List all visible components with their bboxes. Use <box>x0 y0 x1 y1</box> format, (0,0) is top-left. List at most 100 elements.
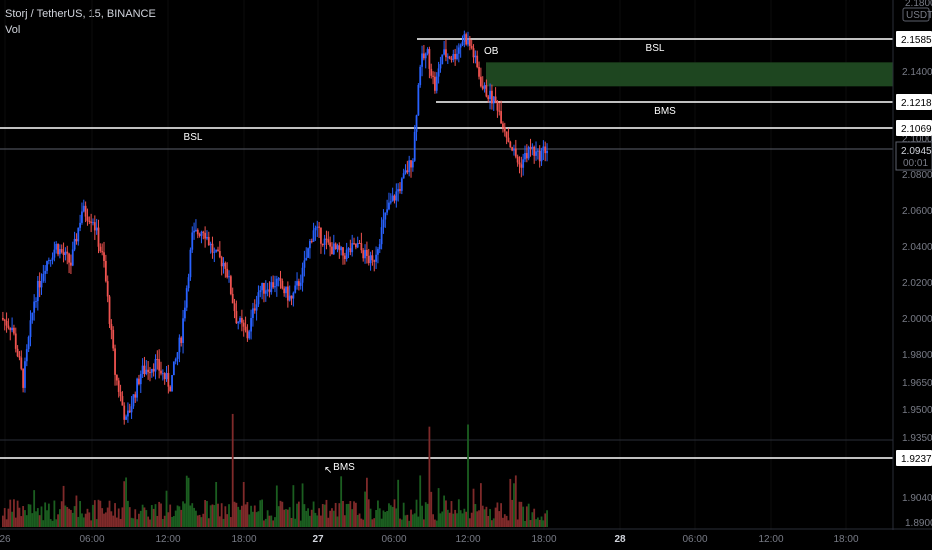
candle[interactable] <box>419 66 422 85</box>
candle[interactable] <box>198 234 201 236</box>
candle[interactable] <box>511 147 514 151</box>
candle[interactable] <box>437 68 440 77</box>
candle[interactable] <box>92 222 94 224</box>
candle[interactable] <box>127 410 129 417</box>
candle[interactable] <box>417 84 420 116</box>
candle[interactable] <box>461 41 464 46</box>
candle[interactable] <box>68 253 70 263</box>
candle[interactable] <box>263 282 265 294</box>
candle[interactable] <box>538 150 541 162</box>
candle[interactable] <box>172 361 175 376</box>
candle[interactable] <box>494 96 497 102</box>
candle[interactable] <box>16 348 19 357</box>
candle[interactable] <box>93 222 96 231</box>
candle[interactable] <box>268 289 271 293</box>
candle[interactable] <box>452 54 455 60</box>
candle[interactable] <box>446 56 449 58</box>
candle[interactable] <box>240 317 243 323</box>
candle[interactable] <box>378 244 381 250</box>
candle[interactable] <box>246 330 249 339</box>
candle[interactable] <box>11 327 13 331</box>
candle[interactable] <box>527 147 530 159</box>
candle[interactable] <box>369 255 372 264</box>
candle[interactable] <box>386 209 389 213</box>
candle[interactable] <box>421 53 423 67</box>
candle[interactable] <box>513 148 515 151</box>
candle[interactable] <box>496 101 499 111</box>
candle[interactable] <box>266 289 269 291</box>
candle[interactable] <box>134 394 137 398</box>
candle[interactable] <box>408 160 411 173</box>
candle[interactable] <box>237 322 240 324</box>
candle[interactable] <box>367 255 370 264</box>
candle[interactable] <box>106 281 109 297</box>
candle[interactable] <box>55 243 58 250</box>
candle[interactable] <box>152 368 155 372</box>
candle[interactable] <box>393 195 396 201</box>
candle[interactable] <box>136 378 139 398</box>
candle[interactable] <box>422 53 425 59</box>
candle[interactable] <box>51 257 54 260</box>
candle[interactable] <box>411 160 414 168</box>
candle[interactable] <box>2 318 4 320</box>
candle[interactable] <box>233 303 236 312</box>
candle[interactable] <box>7 325 10 328</box>
candle[interactable] <box>502 123 504 128</box>
candle[interactable] <box>104 260 107 282</box>
candle[interactable] <box>391 195 394 202</box>
candle[interactable] <box>242 322 245 327</box>
candle[interactable] <box>187 277 190 289</box>
candle[interactable] <box>81 211 83 223</box>
candle[interactable] <box>66 251 69 254</box>
candle[interactable] <box>380 227 383 245</box>
candle[interactable] <box>158 359 161 371</box>
candle[interactable] <box>524 153 526 160</box>
candle[interactable] <box>360 243 363 251</box>
candle[interactable] <box>165 372 168 380</box>
candle[interactable] <box>274 286 276 288</box>
candle[interactable] <box>215 249 218 252</box>
candle[interactable] <box>509 141 512 148</box>
candle[interactable] <box>399 189 401 191</box>
candle[interactable] <box>97 227 100 247</box>
candle[interactable] <box>29 320 32 338</box>
candle[interactable] <box>492 96 495 104</box>
candle[interactable] <box>305 257 308 261</box>
candle[interactable] <box>176 352 179 359</box>
candle[interactable] <box>489 90 491 100</box>
candle[interactable] <box>46 261 48 271</box>
candle[interactable] <box>161 373 164 375</box>
candle[interactable] <box>224 262 227 269</box>
candle[interactable] <box>239 317 241 323</box>
candle[interactable] <box>250 317 252 332</box>
candle[interactable] <box>44 270 47 274</box>
candle[interactable] <box>5 320 8 326</box>
candle[interactable] <box>366 249 368 256</box>
candle[interactable] <box>443 49 446 55</box>
candle[interactable] <box>75 238 78 242</box>
candle[interactable] <box>491 90 493 104</box>
candle[interactable] <box>112 329 115 349</box>
candle[interactable] <box>448 56 451 59</box>
candle[interactable] <box>288 295 291 301</box>
candle[interactable] <box>218 251 221 258</box>
candle[interactable] <box>31 312 34 321</box>
candle[interactable] <box>325 238 328 240</box>
candle[interactable] <box>320 227 322 244</box>
candle[interactable] <box>397 189 400 192</box>
candle[interactable] <box>340 247 343 251</box>
candle[interactable] <box>342 247 344 256</box>
candle[interactable] <box>18 356 21 358</box>
candle[interactable] <box>439 64 442 69</box>
candle[interactable] <box>533 146 536 156</box>
candle[interactable] <box>154 359 157 372</box>
candle[interactable] <box>141 365 144 374</box>
candle[interactable] <box>79 222 82 228</box>
candle[interactable] <box>343 255 346 260</box>
candle[interactable] <box>479 76 482 87</box>
candle[interactable] <box>244 326 247 331</box>
candle[interactable] <box>110 323 113 330</box>
candle[interactable] <box>389 201 392 203</box>
candle[interactable] <box>384 212 387 220</box>
candle[interactable] <box>345 249 348 260</box>
